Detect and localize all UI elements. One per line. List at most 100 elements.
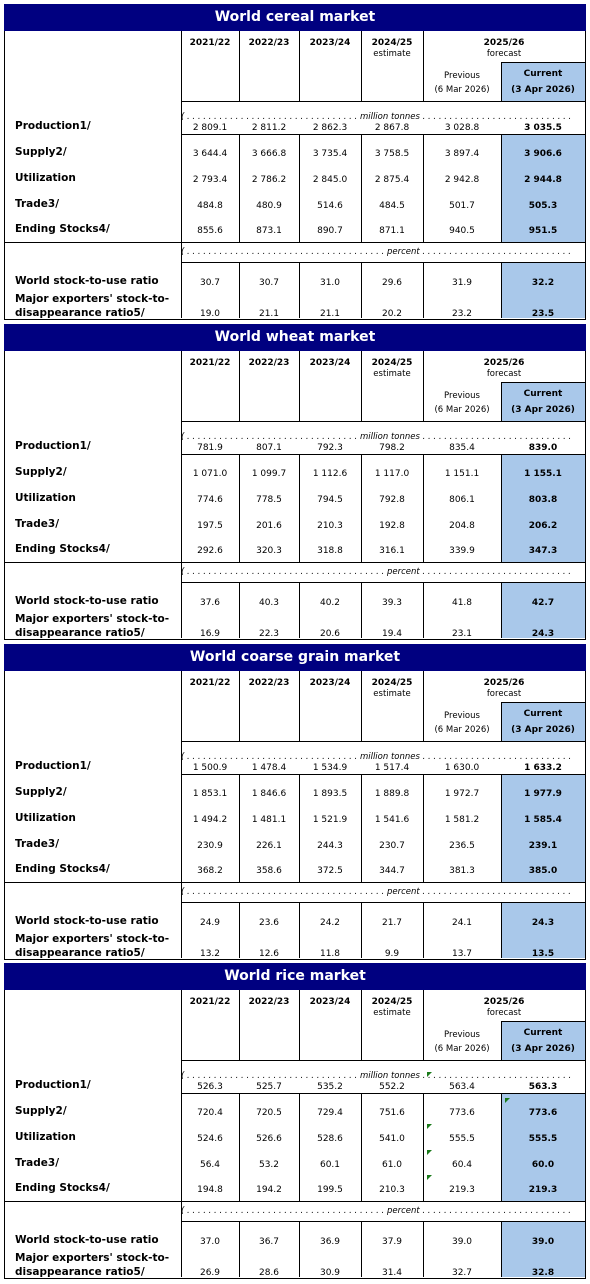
table-cell: 1 071.0 — [192, 469, 228, 479]
row-label-production: Production1/ — [15, 760, 91, 772]
section-title: World cereal market — [4, 4, 586, 31]
column-divider — [239, 351, 240, 421]
row-divider — [501, 1021, 585, 1022]
table-cell: 2 944.8 — [524, 175, 562, 185]
table-cell: 535.2 — [317, 1082, 343, 1092]
table-cell: 11.8 — [319, 949, 341, 959]
column-divider — [501, 1093, 502, 1201]
row-label-utilization: Utilization — [15, 492, 76, 504]
comment-marker-icon — [427, 1072, 432, 1077]
column-header-current-date: (3 Apr 2026) — [511, 85, 575, 95]
table-cell: 31.0 — [319, 278, 341, 288]
table-cell: 31.4 — [381, 1268, 403, 1278]
table-cell: 1 155.1 — [524, 469, 562, 479]
table-cell: 20.2 — [381, 309, 403, 319]
current-column-band — [501, 454, 585, 562]
table-cell: 1 581.2 — [444, 815, 480, 825]
column-divider — [299, 262, 300, 318]
column-divider — [501, 902, 502, 958]
row-label-utilization: Utilization — [15, 1131, 76, 1143]
table-cell: 526.3 — [197, 1082, 223, 1092]
unit-row-border — [181, 242, 182, 262]
table-cell: 36.9 — [319, 1237, 341, 1247]
column-header-year: 2022/23 — [248, 678, 290, 688]
table-cell: 3 897.4 — [444, 149, 480, 159]
column-header-year: 2021/22 — [189, 358, 231, 368]
column-divider — [361, 902, 362, 958]
row-label-trade: Trade3/ — [15, 1157, 60, 1169]
unit-row-border — [181, 882, 182, 902]
column-header-year: 2021/22 — [189, 678, 231, 688]
market-section-rice: World rice market 2021/22 2022/23 2023/24 20… — [4, 963, 586, 1279]
column-divider — [299, 774, 300, 882]
column-header-current-date: (3 Apr 2026) — [511, 725, 575, 735]
column-header-forecast: forecast — [486, 369, 522, 379]
table-cell: 40.3 — [258, 598, 280, 608]
table-cell: 316.1 — [379, 546, 405, 556]
column-header-forecast-year: 2025/26 — [483, 997, 525, 1007]
column-header-current: Current — [523, 1028, 563, 1038]
table-cell: 501.7 — [449, 201, 475, 211]
table-cell: 31.9 — [451, 278, 473, 288]
table-cell: 40.2 — [319, 598, 341, 608]
column-divider — [239, 31, 240, 101]
column-divider — [239, 1221, 240, 1277]
column-divider — [423, 1221, 424, 1277]
row-divider — [5, 562, 585, 563]
table-cell: 210.3 — [379, 1185, 405, 1195]
column-divider — [501, 62, 502, 101]
table-cell: 194.2 — [256, 1185, 282, 1195]
table-cell: 53.2 — [258, 1160, 280, 1170]
column-divider — [239, 774, 240, 882]
column-divider — [239, 671, 240, 741]
table-cell: 524.6 — [197, 1134, 223, 1144]
column-divider — [361, 990, 362, 1060]
unit-row-border — [181, 101, 182, 134]
table-cell: 1 517.4 — [374, 763, 410, 773]
column-divider — [423, 454, 424, 562]
table-cell: 2 875.4 — [374, 175, 410, 185]
column-divider — [361, 262, 362, 318]
table-cell: 368.2 — [197, 866, 223, 876]
column-header-current-date: (3 Apr 2026) — [511, 405, 575, 415]
row-label-exporters-ratio-line2: disappearance ratio5/ — [15, 307, 145, 319]
table-cell: 803.8 — [528, 495, 558, 505]
column-divider — [361, 774, 362, 882]
row-label-ending-stocks: Ending Stocks4/ — [15, 223, 110, 235]
column-header-previous: Previous — [444, 391, 480, 401]
table-cell: 60.4 — [451, 1160, 473, 1170]
table-cell: 1 977.9 — [524, 789, 562, 799]
column-divider — [181, 1221, 182, 1277]
unit-row-percent: ( . . . . . . . . . . . . . . . . . . . … — [181, 567, 573, 577]
table-cell: 21.1 — [258, 309, 280, 319]
column-divider — [501, 702, 502, 741]
table-cell: 21.7 — [381, 918, 403, 928]
table-cell: 541.0 — [379, 1134, 405, 1144]
row-divider — [181, 902, 585, 903]
column-header-estimate: estimate — [373, 369, 411, 379]
table-cell: 773.6 — [528, 1108, 558, 1118]
table-cell: 774.6 — [197, 495, 223, 505]
table-cell: 24.1 — [451, 918, 473, 928]
column-header-year: 2023/24 — [309, 997, 351, 1007]
table-cell: 23.6 — [258, 918, 280, 928]
column-header-previous-date: (6 Mar 2026) — [434, 1044, 490, 1054]
column-divider — [361, 582, 362, 638]
table-cell: 20.6 — [319, 629, 341, 639]
column-header-previous: Previous — [444, 711, 480, 721]
column-divider — [501, 382, 502, 421]
table-cell: 30.9 — [319, 1268, 341, 1278]
table-cell: 24.9 — [199, 918, 221, 928]
table-cell: 3 035.5 — [524, 123, 562, 133]
table-cell: 2 862.3 — [312, 123, 348, 133]
row-label-exporters-ratio: Major exporters' stock-to- — [15, 613, 170, 625]
table-cell: 3 906.6 — [524, 149, 562, 159]
row-label-production: Production1/ — [15, 440, 91, 452]
table-cell: 3 028.8 — [444, 123, 480, 133]
table-cell: 292.6 — [197, 546, 223, 556]
column-divider — [361, 1093, 362, 1201]
comment-marker-icon — [427, 1150, 432, 1155]
row-label-ending-stocks: Ending Stocks4/ — [15, 543, 110, 555]
table-cell: 39.3 — [381, 598, 403, 608]
table-cell: 206.2 — [528, 521, 558, 531]
